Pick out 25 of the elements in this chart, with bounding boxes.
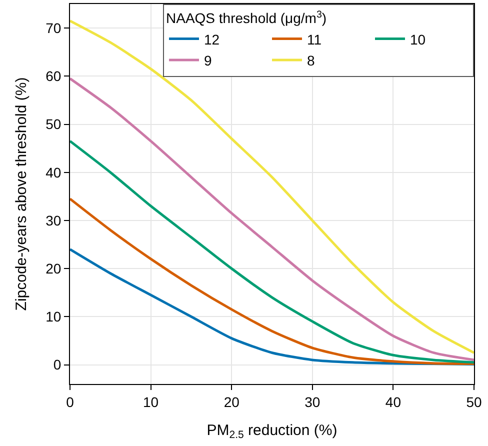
line-series bbox=[70, 198, 474, 366]
y-tick-label: 0 bbox=[53, 356, 62, 373]
y-tick-label: 10 bbox=[46, 308, 62, 325]
legend-label: 11 bbox=[307, 31, 322, 48]
legend-label: 8 bbox=[307, 52, 315, 68]
line-series bbox=[70, 77, 474, 362]
legend-label: 12 bbox=[204, 31, 220, 48]
x-tick-label: 0 bbox=[66, 394, 74, 410]
y-tick-label: 60 bbox=[46, 68, 62, 84]
x-tick-label: 30 bbox=[304, 394, 320, 410]
line-series bbox=[70, 140, 474, 364]
x-tick-label: 50 bbox=[466, 394, 482, 410]
y-tick-label: 20 bbox=[46, 260, 62, 276]
y-tick-label: 40 bbox=[46, 164, 62, 180]
y-axis-title: Zipcode-years above threshold (%) bbox=[12, 77, 30, 311]
legend-label: 9 bbox=[204, 52, 212, 68]
x-tick-label: 40 bbox=[385, 394, 402, 410]
x-axis-title: PM$_{2.5}$ reduction (%) bbox=[206, 422, 338, 441]
legend-title: NAAQS threshold (μg/m$^{3}$) bbox=[166, 9, 327, 26]
x-tick-label: 20 bbox=[224, 394, 240, 410]
y-tick-label: 30 bbox=[46, 212, 62, 228]
y-tick-label: 50 bbox=[46, 116, 62, 132]
x-tick-label: 10 bbox=[143, 394, 159, 410]
legend-label: 10 bbox=[410, 31, 426, 48]
y-tick-label: 70 bbox=[46, 20, 62, 36]
